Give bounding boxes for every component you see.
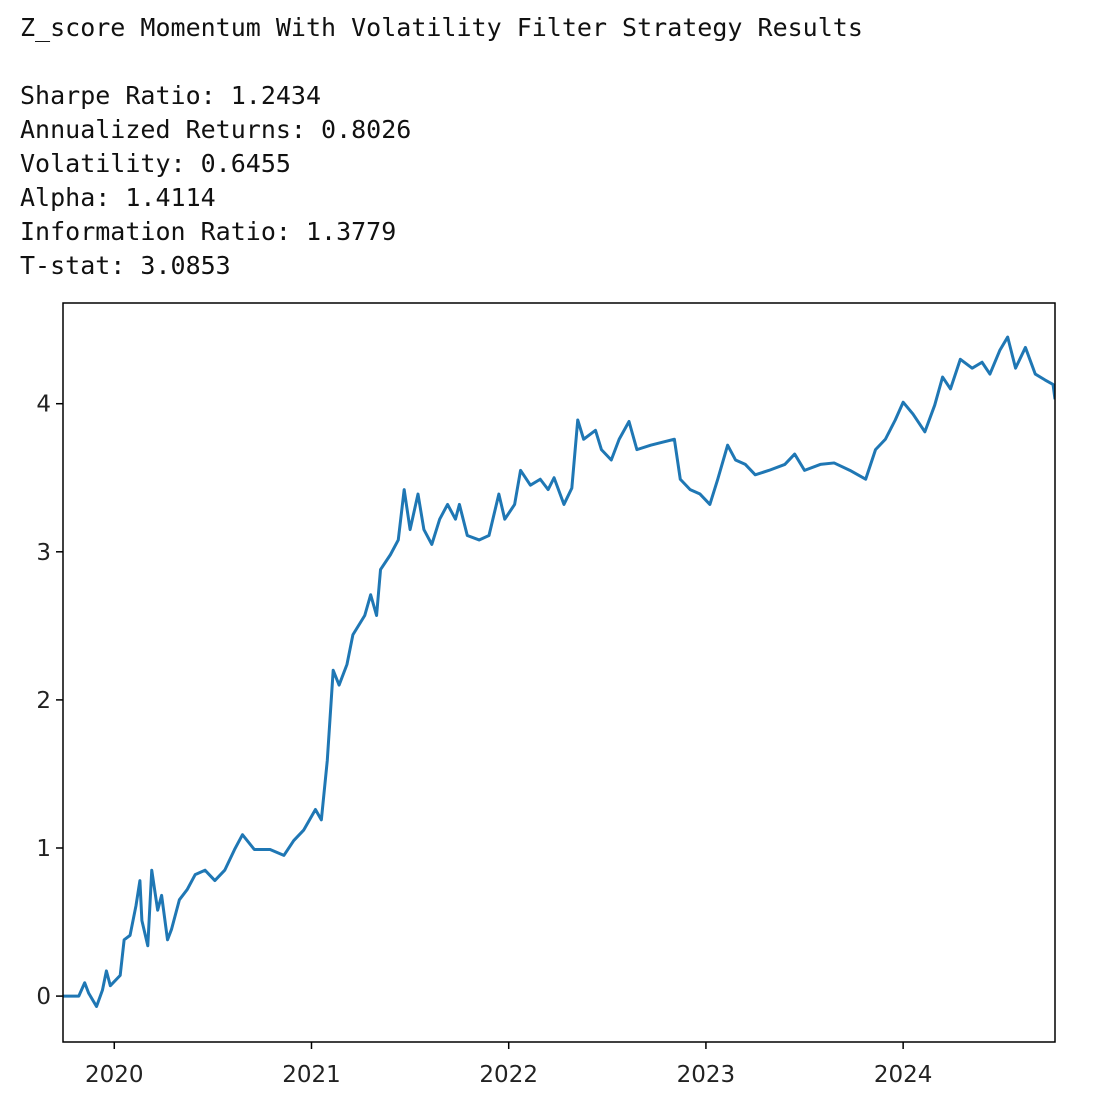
metric-line: Sharpe Ratio: 1.2434 xyxy=(20,81,321,110)
x-tick-label: 2021 xyxy=(282,1062,341,1088)
y-tick-label: 1 xyxy=(36,836,51,862)
output-title: Z_score Momentum With Volatility Filter … xyxy=(20,13,863,42)
metric-line: Information Ratio: 1.3779 xyxy=(20,217,396,246)
y-tick-label: 3 xyxy=(36,540,51,566)
plot-frame xyxy=(62,302,1056,1043)
metric-line: Volatility: 0.6455 xyxy=(20,149,291,178)
x-tick-label: 2024 xyxy=(874,1062,933,1088)
y-tick-label: 0 xyxy=(36,984,51,1010)
metrics: Sharpe Ratio: 1.2434 Annualized Returns:… xyxy=(20,81,411,280)
y-tick-label: 4 xyxy=(36,392,51,418)
x-tick-label: 2023 xyxy=(677,1062,736,1088)
x-tick-label: 2020 xyxy=(85,1062,144,1088)
data-line xyxy=(63,335,1055,1008)
metric-line: Alpha: 1.4114 xyxy=(20,183,216,212)
metric-line: T-stat: 3.0853 xyxy=(20,251,231,280)
y-tick-label: 2 xyxy=(36,688,51,714)
x-tick-label: 2022 xyxy=(479,1062,538,1088)
metric-line: Annualized Returns: 0.8026 xyxy=(20,115,411,144)
